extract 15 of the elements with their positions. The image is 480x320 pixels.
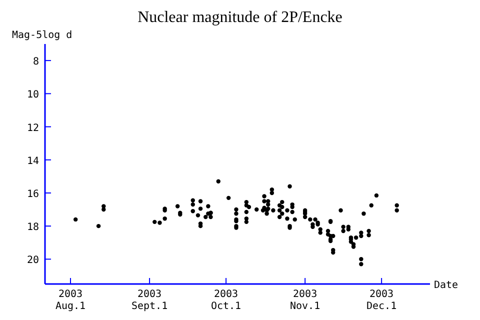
y-axis-title: Mag-5log d xyxy=(12,30,72,41)
x-tick-label: 2003 Dec.1 xyxy=(366,289,397,312)
y-tick-label: 8 xyxy=(32,56,39,68)
x-tick-label: 2003 Sept.1 xyxy=(131,289,168,312)
y-tick-label: 12 xyxy=(26,122,39,134)
y-tick-label: 18 xyxy=(26,222,39,234)
y-tick-label: 16 xyxy=(26,188,39,200)
y-tick-label: 14 xyxy=(26,156,39,167)
y-tick-label: 10 xyxy=(26,90,39,101)
x-axis-title: Date xyxy=(434,280,458,291)
chart-title: Nuclear magnitude of 2P/Encke xyxy=(138,9,342,26)
x-tick-label: 2003 Nov.1 xyxy=(290,289,320,312)
x-tick-label: 2003 Aug.1 xyxy=(55,289,86,312)
y-tick-label: 20 xyxy=(26,255,39,266)
x-tick-label: 2003 Oct.1 xyxy=(210,289,242,312)
